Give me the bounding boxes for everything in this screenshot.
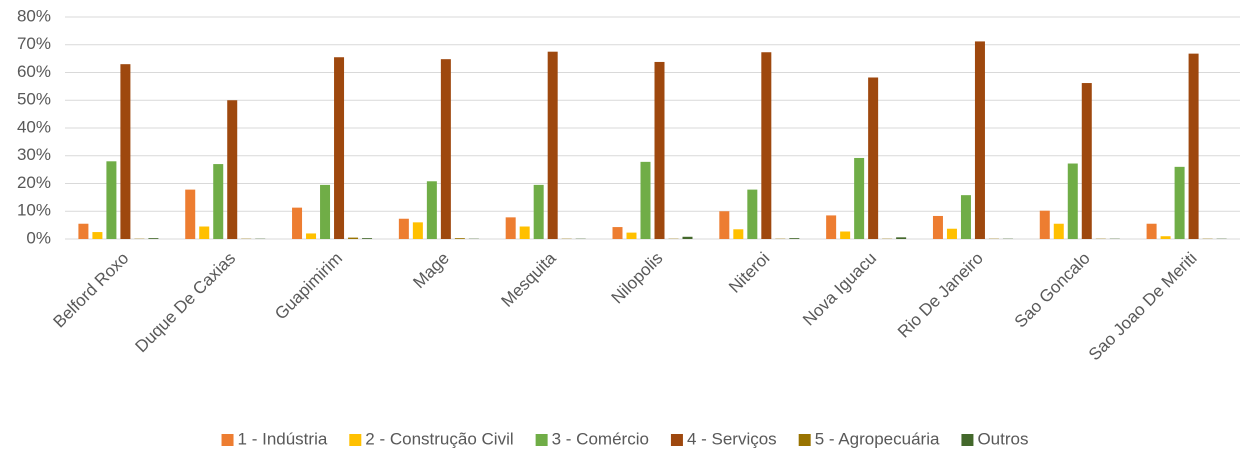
- x-tick-label: Guapimirim: [271, 249, 346, 324]
- legend-label: 4 - Serviços: [687, 429, 777, 448]
- bar: [148, 238, 159, 239]
- legend-swatch: [961, 434, 974, 446]
- x-tick-label: Sao Goncalo: [1011, 249, 1094, 332]
- bar: [292, 207, 303, 239]
- x-tick-label: Mesquita: [497, 248, 560, 311]
- y-tick-label: 50%: [17, 90, 51, 109]
- bar: [533, 184, 544, 239]
- bar: [426, 181, 437, 239]
- y-tick-label: 80%: [17, 6, 51, 25]
- bar: [640, 161, 651, 239]
- bar: [185, 189, 196, 239]
- bar: [854, 157, 865, 239]
- bar: [682, 236, 693, 239]
- bar: [826, 215, 837, 239]
- bar: [974, 41, 985, 239]
- bar: [106, 161, 117, 239]
- bar: [320, 184, 331, 239]
- bar: [654, 61, 665, 239]
- bar: [719, 211, 730, 239]
- bar: [398, 218, 409, 239]
- bar: [505, 217, 516, 239]
- bar: [199, 226, 210, 239]
- x-tick-label: Sao Joao De Meriti: [1085, 249, 1201, 365]
- bar: [440, 59, 451, 240]
- bar: [412, 222, 423, 239]
- legend-swatch: [670, 434, 683, 446]
- bar: [1160, 236, 1171, 239]
- bar: [227, 100, 238, 239]
- bar: [306, 233, 317, 239]
- y-tick-label: 60%: [17, 62, 51, 81]
- legend-label: 2 - Construção Civil: [365, 429, 513, 448]
- bar: [626, 232, 637, 239]
- legend-label: 5 - Agropecuária: [815, 429, 940, 448]
- x-tick-label: Mage: [409, 249, 453, 293]
- bar: [1081, 83, 1092, 239]
- legend-swatch: [535, 434, 548, 446]
- bar: [868, 77, 879, 240]
- bar: [612, 227, 623, 239]
- legend-label: 1 - Indústria: [238, 429, 328, 448]
- y-tick-label: 0%: [26, 228, 51, 247]
- legend-swatch: [349, 434, 362, 446]
- x-tick-label: Rio De Janeiro: [894, 249, 987, 342]
- bar: [789, 238, 800, 239]
- y-tick-label: 10%: [17, 201, 51, 220]
- x-tick-label: Nova Iguacu: [799, 249, 880, 330]
- bar: [896, 237, 907, 239]
- bar: [1146, 223, 1157, 239]
- bar: [733, 229, 744, 239]
- bar: [334, 57, 345, 239]
- bar: [1039, 210, 1050, 239]
- bar: [120, 64, 131, 239]
- bar: [1174, 166, 1185, 239]
- bar: [761, 52, 772, 240]
- y-tick-label: 20%: [17, 173, 51, 192]
- bar: [547, 51, 558, 239]
- x-tick-label: Belford Roxo: [49, 249, 132, 332]
- x-tick-label: Duque De Caxias: [132, 249, 240, 357]
- bar: [1067, 163, 1078, 239]
- x-tick-label: Nilopolis: [608, 249, 667, 308]
- bar: [454, 238, 465, 239]
- legend: 1 - Indústria 2 - Construção Civil 3 - Com…: [221, 429, 1028, 448]
- bar: [362, 238, 373, 239]
- bar: [78, 223, 89, 239]
- bar: [213, 164, 224, 239]
- y-tick-label: 70%: [17, 34, 51, 53]
- bar: [519, 226, 530, 239]
- legend-label: Outros: [977, 429, 1028, 448]
- y-tick-label: 40%: [17, 117, 51, 136]
- legend-label: 3 - Comércio: [552, 429, 649, 448]
- bar: [1188, 53, 1199, 239]
- bar: [1053, 223, 1064, 239]
- bar: [840, 231, 851, 239]
- x-tick-label: Niteroi: [725, 249, 773, 297]
- y-tick-label: 30%: [17, 145, 51, 164]
- legend-swatch: [221, 434, 234, 446]
- bar: [92, 232, 103, 239]
- bar: [960, 195, 971, 239]
- bar: [946, 228, 957, 239]
- bar: [747, 189, 758, 239]
- bar: [932, 215, 943, 239]
- bar: [348, 237, 359, 239]
- legend-swatch: [798, 434, 811, 446]
